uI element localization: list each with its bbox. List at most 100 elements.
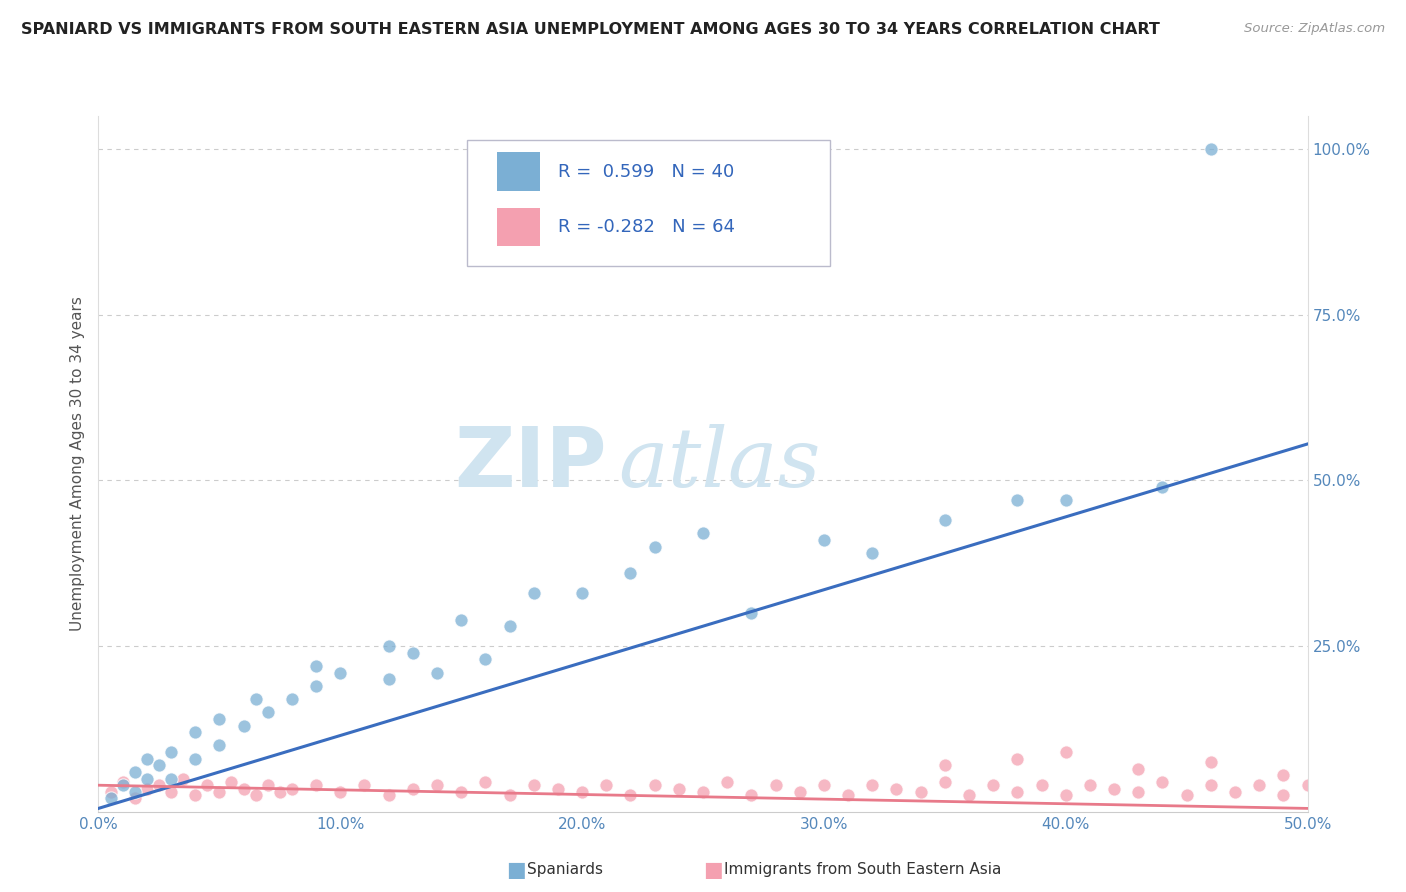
Point	[1007, 785, 1029, 799]
Point	[160, 785, 183, 799]
Point	[498, 788, 520, 802]
Point	[934, 513, 956, 527]
Point	[195, 778, 218, 792]
Point	[1199, 755, 1222, 769]
Point	[692, 785, 714, 799]
Point	[377, 672, 399, 686]
Point	[474, 652, 496, 666]
Point	[595, 778, 617, 792]
Point	[1223, 785, 1246, 799]
Point	[692, 526, 714, 541]
Point	[353, 778, 375, 792]
FancyBboxPatch shape	[467, 140, 830, 266]
Point	[886, 781, 908, 796]
Point	[232, 781, 254, 796]
Point	[1054, 745, 1077, 759]
Point	[426, 778, 449, 792]
Point	[1054, 493, 1077, 508]
Point	[184, 725, 207, 739]
Point	[1152, 775, 1174, 789]
Point	[1128, 785, 1150, 799]
Point	[860, 546, 883, 560]
Point	[1152, 480, 1174, 494]
Point	[498, 619, 520, 633]
Point	[124, 785, 146, 799]
Point	[208, 739, 231, 753]
Point	[111, 775, 134, 789]
Point	[523, 586, 546, 600]
Point	[716, 775, 738, 789]
Point	[245, 692, 267, 706]
Point	[644, 540, 666, 554]
Point	[1296, 778, 1319, 792]
Point	[1078, 778, 1101, 792]
Point	[1249, 778, 1271, 792]
Text: SPANIARD VS IMMIGRANTS FROM SOUTH EASTERN ASIA UNEMPLOYMENT AMONG AGES 30 TO 34 : SPANIARD VS IMMIGRANTS FROM SOUTH EASTER…	[21, 22, 1160, 37]
Point	[377, 788, 399, 802]
Point	[837, 788, 859, 802]
Point	[860, 778, 883, 792]
Text: atlas: atlas	[619, 424, 821, 504]
Point	[124, 764, 146, 779]
FancyBboxPatch shape	[498, 208, 540, 246]
Point	[910, 785, 932, 799]
Point	[450, 785, 472, 799]
Point	[1175, 788, 1198, 802]
FancyBboxPatch shape	[498, 153, 540, 191]
Point	[160, 745, 183, 759]
Point	[160, 772, 183, 786]
Point	[740, 788, 762, 802]
Point	[1007, 493, 1029, 508]
Point	[305, 679, 328, 693]
Point	[1031, 778, 1053, 792]
Y-axis label: Unemployment Among Ages 30 to 34 years: Unemployment Among Ages 30 to 34 years	[69, 296, 84, 632]
Text: R = -0.282   N = 64: R = -0.282 N = 64	[558, 219, 735, 236]
Point	[1199, 778, 1222, 792]
Point	[1128, 762, 1150, 776]
Text: Spaniards: Spaniards	[527, 863, 603, 877]
Point	[111, 778, 134, 792]
Point	[571, 785, 593, 799]
Point	[281, 692, 304, 706]
Point	[305, 778, 328, 792]
Point	[208, 785, 231, 799]
Point	[148, 778, 170, 792]
Point	[135, 772, 157, 786]
Point	[402, 646, 425, 660]
Point	[281, 781, 304, 796]
Point	[402, 781, 425, 796]
Point	[450, 613, 472, 627]
Point	[184, 752, 207, 766]
Point	[1054, 788, 1077, 802]
Point	[957, 788, 980, 802]
Point	[256, 778, 278, 792]
Point	[100, 785, 122, 799]
Point	[644, 778, 666, 792]
Point	[474, 775, 496, 789]
Text: ■: ■	[506, 860, 526, 880]
Point	[619, 566, 641, 581]
Point	[305, 659, 328, 673]
Text: ZIP: ZIP	[454, 424, 606, 504]
Point	[135, 781, 157, 796]
Point	[135, 752, 157, 766]
Point	[934, 775, 956, 789]
Point	[329, 785, 352, 799]
Point	[981, 778, 1004, 792]
Point	[740, 606, 762, 620]
Point	[221, 775, 243, 789]
Point	[426, 665, 449, 680]
Point	[1007, 752, 1029, 766]
Point	[571, 586, 593, 600]
Point	[377, 639, 399, 653]
Point	[523, 778, 546, 792]
Text: ■: ■	[703, 860, 723, 880]
Point	[1272, 788, 1295, 802]
Point	[547, 781, 569, 796]
Point	[232, 718, 254, 732]
Point	[619, 788, 641, 802]
Point	[934, 758, 956, 772]
Point	[184, 788, 207, 802]
Point	[269, 785, 291, 799]
Text: Source: ZipAtlas.com: Source: ZipAtlas.com	[1244, 22, 1385, 36]
